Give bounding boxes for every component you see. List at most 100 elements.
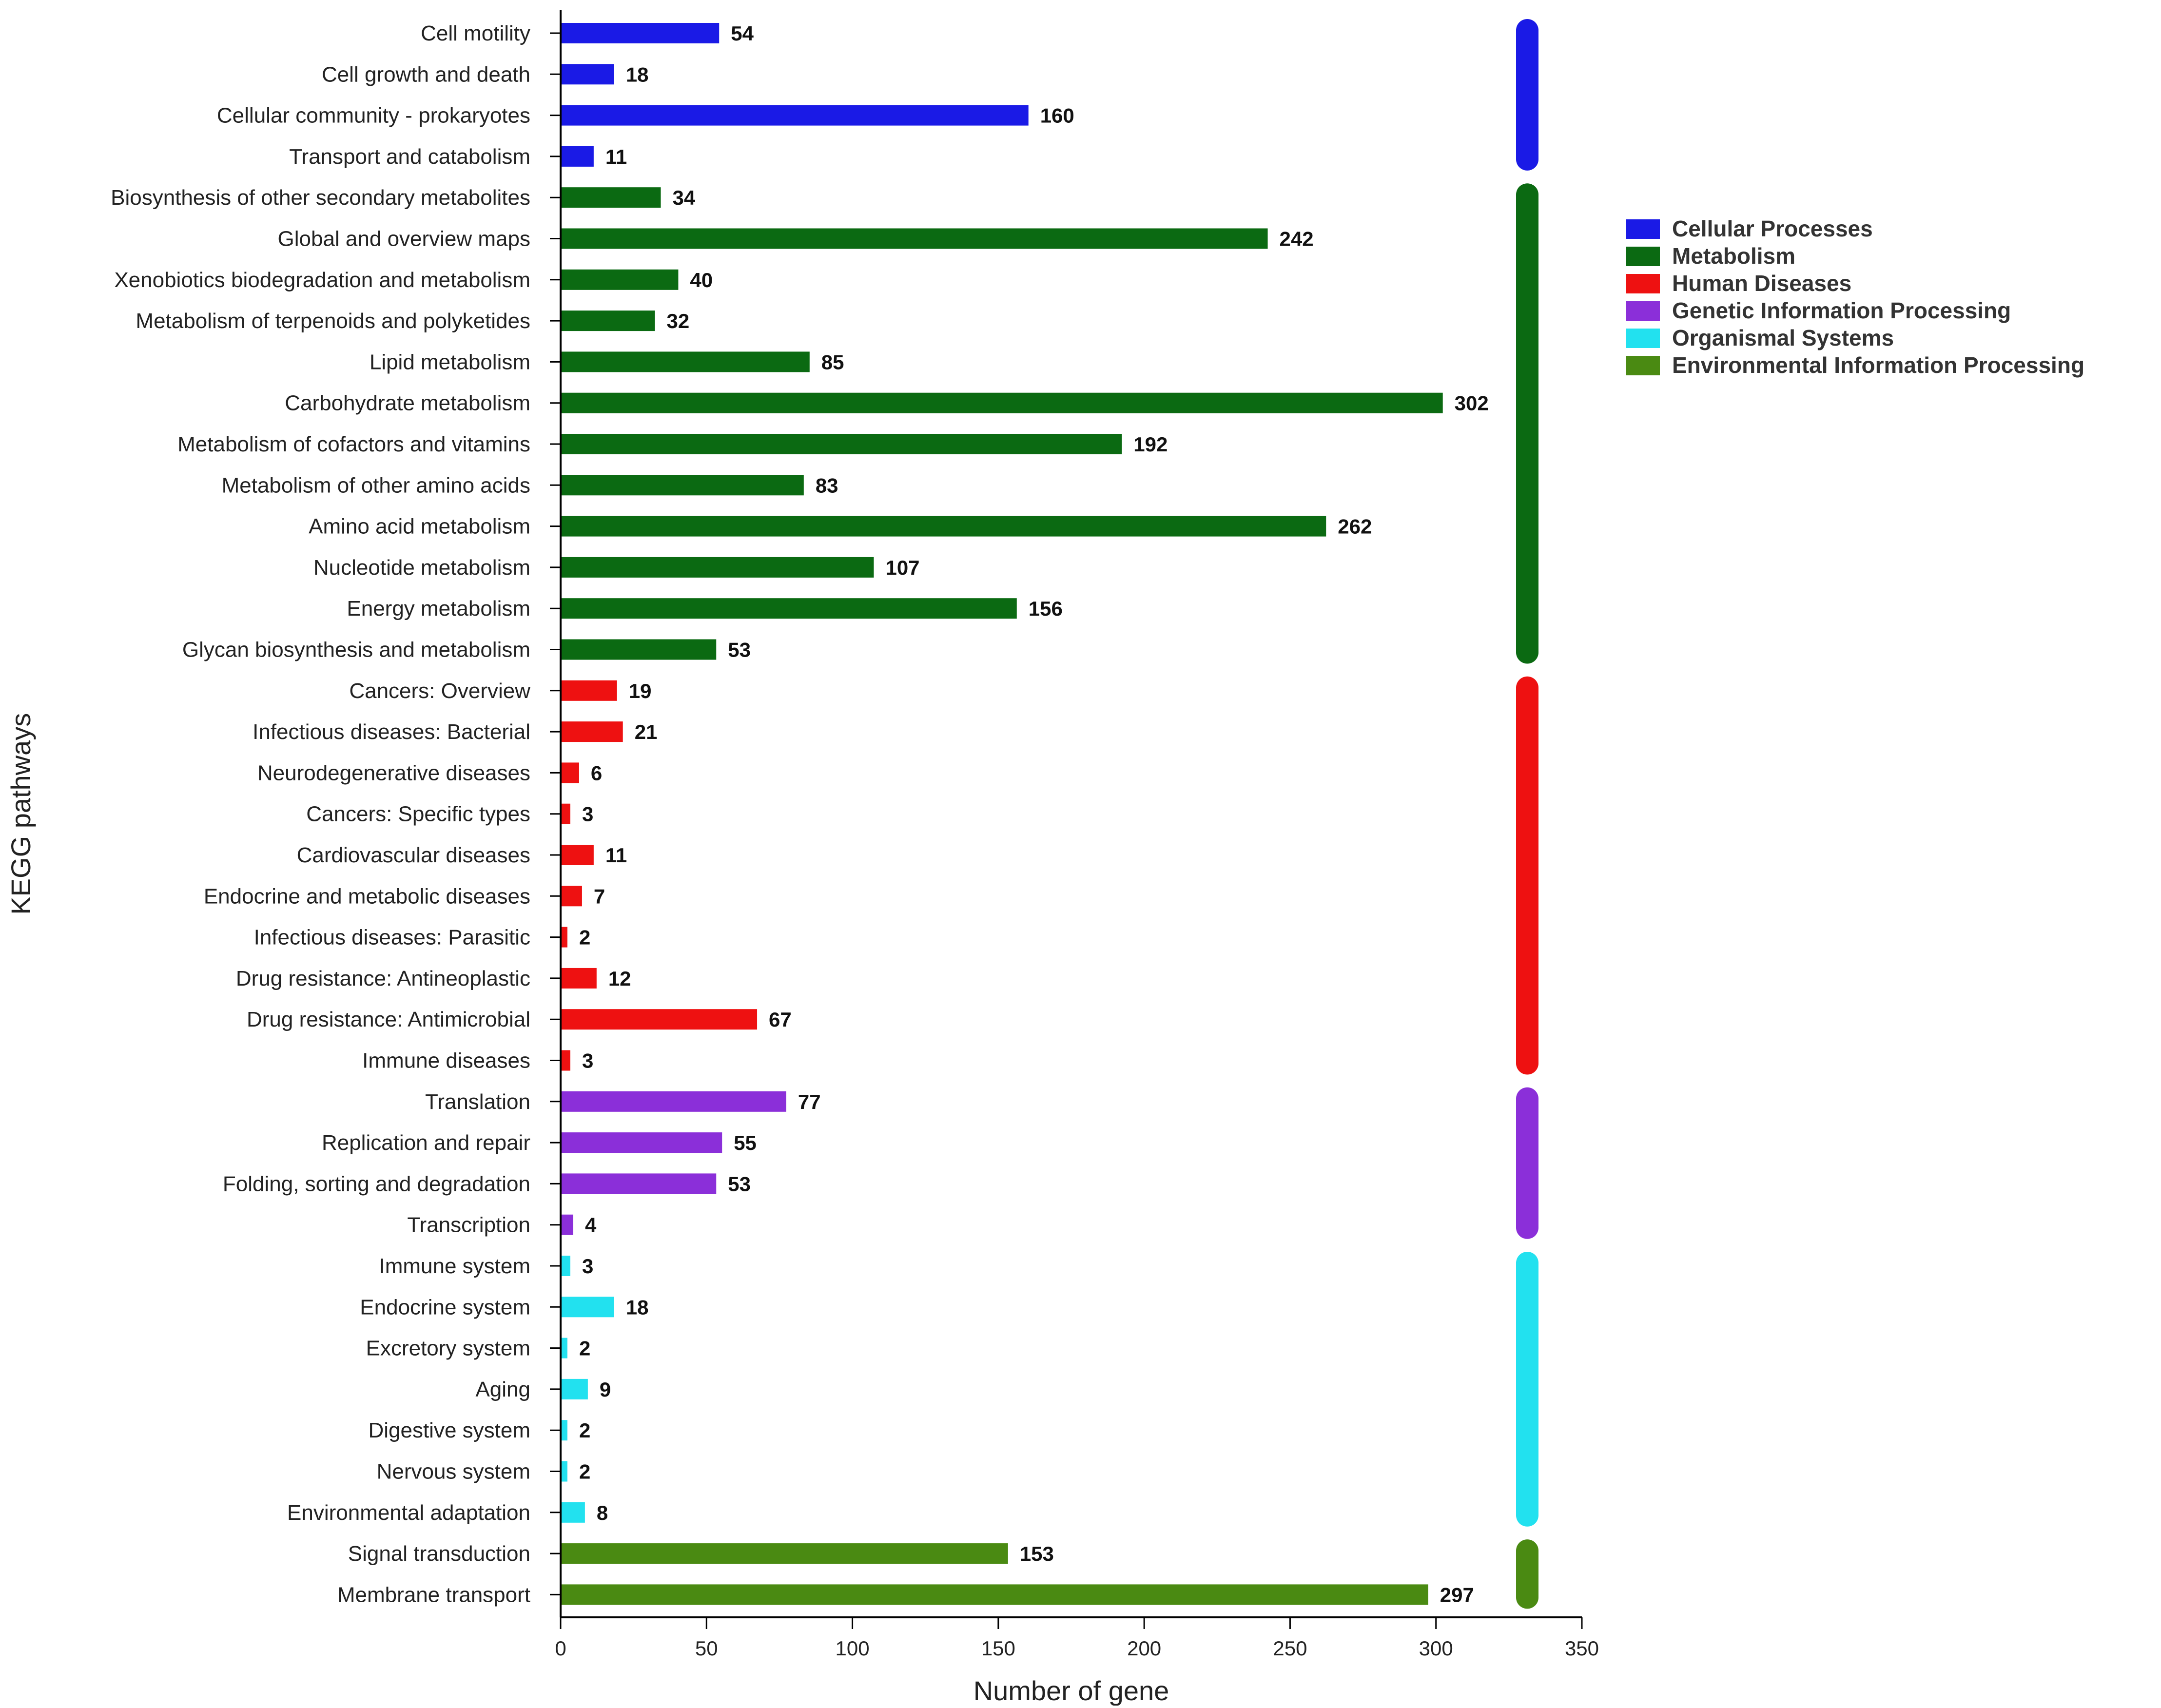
- bar-value-label: 18: [626, 63, 649, 86]
- value-labels-layer: 5418160113424240328530219283262107156531…: [579, 22, 1489, 1606]
- bar-value-label: 40: [690, 269, 713, 291]
- bar-value-label: 85: [821, 350, 844, 373]
- bar-value-label: 34: [673, 186, 696, 209]
- legend-label: Genetic Information Processing: [1672, 298, 2011, 323]
- category-label: Immune diseases: [362, 1049, 530, 1073]
- bar-value-label: 67: [769, 1008, 792, 1031]
- category-label: Carbohydrate metabolism: [285, 391, 530, 415]
- category-label: Digestive system: [368, 1418, 530, 1442]
- bar: [562, 680, 617, 701]
- legend-swatch: [1626, 329, 1660, 348]
- category-label: Nervous system: [377, 1460, 530, 1484]
- bar-value-label: 83: [816, 474, 838, 497]
- bar: [562, 886, 582, 907]
- bar: [562, 228, 1268, 249]
- legend-swatch: [1626, 356, 1660, 375]
- axes-layer: [560, 10, 1582, 1618]
- bar: [562, 311, 655, 331]
- bar-value-label: 3: [582, 1049, 593, 1072]
- bar-value-label: 192: [1133, 433, 1168, 456]
- group-indicator-bar: [1516, 1087, 1538, 1239]
- bar: [562, 1338, 567, 1359]
- bar: [562, 1297, 614, 1318]
- legend-label: Metabolism: [1672, 243, 1795, 269]
- category-label: Aging: [475, 1378, 530, 1401]
- category-label: Energy metabolism: [347, 597, 530, 621]
- bar: [562, 1378, 588, 1399]
- category-label: Transcription: [407, 1213, 530, 1237]
- bar: [562, 1543, 1008, 1564]
- bar-value-label: 11: [605, 844, 627, 867]
- bar: [562, 1584, 1428, 1605]
- legend-label: Human Diseases: [1672, 271, 1851, 296]
- bar-value-label: 11: [605, 145, 627, 168]
- bar-value-label: 12: [608, 967, 631, 990]
- category-label: Infectious diseases: Bacterial: [253, 720, 530, 744]
- bar-value-label: 53: [728, 1172, 751, 1195]
- category-label: Endocrine system: [360, 1295, 530, 1319]
- x-tick-label: 200: [1127, 1637, 1161, 1660]
- category-label: Xenobiotics biodegradation and metabolis…: [114, 268, 530, 292]
- bar: [562, 23, 720, 43]
- bar: [562, 845, 594, 865]
- category-label: Metabolism of other amino acids: [222, 473, 530, 497]
- x-tick-label: 350: [1565, 1637, 1599, 1660]
- bar: [562, 351, 810, 372]
- bar-value-label: 53: [728, 639, 751, 661]
- bar-value-label: 2: [579, 926, 590, 949]
- bar-value-label: 2: [579, 1419, 590, 1442]
- bar: [562, 762, 579, 783]
- category-label: Biosynthesis of other secondary metaboli…: [111, 186, 530, 210]
- bar-value-label: 262: [1338, 515, 1372, 538]
- x-tick-label: 50: [695, 1637, 718, 1660]
- bar-value-label: 242: [1280, 228, 1314, 251]
- x-axis-title: Number of gene: [973, 1675, 1169, 1706]
- category-label: Cardiovascular diseases: [297, 843, 530, 867]
- bar-value-label: 3: [582, 803, 593, 826]
- legend-label: Cellular Processes: [1672, 216, 1873, 241]
- bar: [562, 1091, 786, 1112]
- group-indicator-bar: [1516, 676, 1538, 1075]
- category-label: Amino acid metabolism: [309, 515, 530, 539]
- bar: [562, 1214, 573, 1235]
- category-label: Neurodegenerative diseases: [257, 761, 530, 785]
- bar: [562, 1009, 758, 1030]
- bar: [562, 105, 1029, 126]
- category-label: Cell growth and death: [322, 62, 530, 86]
- legend-label: Environmental Information Processing: [1672, 352, 2084, 378]
- x-tick-label: 0: [555, 1637, 566, 1660]
- bar-value-label: 302: [1455, 392, 1489, 415]
- bar-value-label: 21: [635, 720, 658, 743]
- bar: [562, 1420, 567, 1441]
- group-indicator-bar: [1516, 183, 1538, 664]
- bar-value-label: 54: [731, 22, 754, 45]
- category-label: Cellular community - prokaryotes: [217, 104, 530, 128]
- category-label: Drug resistance: Antineoplastic: [236, 967, 530, 990]
- category-label: Endocrine and metabolic diseases: [204, 884, 530, 908]
- bar: [562, 1502, 585, 1523]
- bar-value-label: 6: [591, 761, 602, 784]
- category-label: Global and overview maps: [278, 227, 530, 251]
- x-tick-label: 300: [1419, 1637, 1453, 1660]
- bar-value-label: 77: [798, 1090, 821, 1113]
- y-axis-title: KEGG pathways: [5, 713, 36, 915]
- group-indicator-bar: [1516, 19, 1538, 171]
- category-label: Glycan biosynthesis and metabolism: [182, 638, 530, 662]
- legend-swatch: [1626, 274, 1660, 293]
- bar: [562, 968, 597, 989]
- bar-value-label: 32: [667, 310, 690, 332]
- category-label: Cell motility: [421, 21, 530, 45]
- category-label: Lipid metabolism: [370, 350, 530, 374]
- bar: [562, 1173, 717, 1194]
- bar: [562, 392, 1443, 413]
- bar-value-label: 9: [600, 1378, 611, 1401]
- legend-swatch: [1626, 301, 1660, 321]
- bar: [562, 639, 717, 660]
- bar: [562, 146, 594, 167]
- category-label: Cancers: Overview: [349, 679, 530, 703]
- bar: [562, 557, 874, 578]
- category-label: Excretory system: [366, 1337, 530, 1360]
- bar: [562, 64, 614, 85]
